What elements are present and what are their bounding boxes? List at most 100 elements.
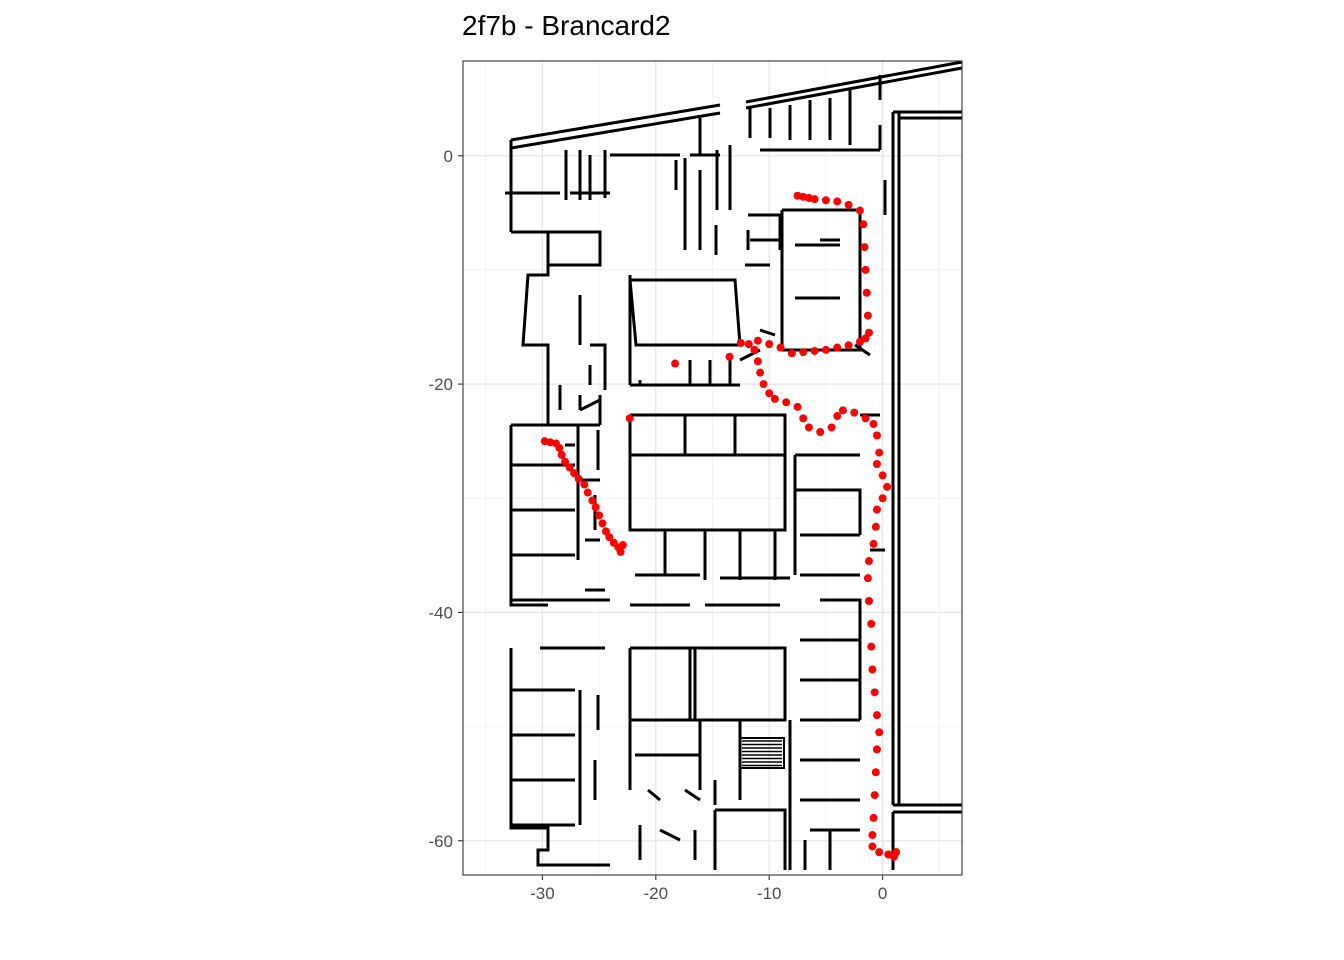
data-point (844, 200, 853, 209)
data-point (863, 574, 872, 583)
data-point (872, 745, 881, 754)
data-point (833, 197, 842, 206)
wall-segment (746, 213, 782, 250)
wall-segment (509, 103, 721, 232)
data-point (883, 482, 892, 491)
wall-segment (647, 780, 717, 805)
wall-segment (511, 778, 575, 827)
data-point (588, 496, 597, 505)
wall-segment (511, 553, 610, 602)
data-point (725, 352, 734, 361)
data-point (799, 414, 808, 423)
wall-segment (610, 118, 720, 157)
data-point (799, 348, 808, 357)
chart-title: 2f7b - Brancard2 (462, 10, 671, 41)
data-point (878, 471, 887, 480)
data-point (821, 196, 830, 205)
wall-segment (760, 90, 880, 152)
wall-segment (585, 538, 605, 592)
data-point (838, 406, 847, 415)
x-tick-label: -20 (644, 884, 669, 903)
data-point (867, 619, 876, 628)
data-point (574, 474, 583, 483)
data-point (565, 463, 574, 472)
data-point (870, 688, 879, 697)
data-point (810, 346, 819, 355)
wall-segment (800, 598, 862, 720)
data-point (869, 539, 878, 548)
data-point (870, 791, 879, 800)
data-point (871, 522, 880, 531)
data-point (861, 414, 870, 423)
data-point (765, 389, 774, 398)
wall-segment (800, 533, 860, 577)
data-point (871, 768, 880, 777)
data-point (736, 338, 745, 347)
wall-segment (663, 530, 777, 580)
data-point (863, 311, 872, 320)
data-point (855, 337, 864, 346)
wall-segment (630, 360, 740, 387)
data-point (787, 349, 796, 358)
wall-segment (820, 238, 880, 417)
data-point (869, 813, 878, 822)
data-point (892, 848, 901, 857)
plot-panel-border (462, 60, 963, 876)
wall-segment (628, 413, 787, 532)
data-point (872, 711, 881, 720)
data-point (861, 265, 870, 274)
data-points (540, 191, 901, 861)
major-gridlines (463, 61, 962, 875)
data-point (869, 420, 878, 429)
data-point (580, 480, 589, 489)
data-point (753, 357, 762, 366)
data-point (810, 195, 819, 204)
wall-segment (630, 415, 785, 457)
wall-segment (565, 398, 601, 482)
wall-segment (628, 646, 787, 722)
data-point (583, 488, 592, 497)
data-point (816, 428, 825, 437)
data-point (875, 848, 884, 857)
wall-segment (509, 690, 610, 867)
data-point (855, 206, 864, 215)
data-point (850, 408, 859, 417)
data-point (591, 503, 600, 512)
wall-segment (674, 158, 702, 250)
data-point (865, 557, 874, 566)
wall-segment (638, 380, 885, 552)
data-point (833, 343, 842, 352)
wall-segment (688, 648, 697, 720)
wall-segment (793, 453, 862, 575)
y-tick-label: -20 (428, 375, 453, 394)
wall-segment (635, 573, 790, 580)
data-point (872, 505, 881, 514)
data-point (750, 345, 759, 354)
wall-segment (713, 808, 787, 870)
data-point (867, 642, 876, 651)
data-point (804, 423, 813, 432)
data-point (753, 336, 762, 345)
data-point (844, 341, 853, 350)
data-point (595, 511, 604, 520)
data-point (782, 398, 791, 407)
data-point (776, 343, 785, 352)
data-point (770, 394, 779, 403)
wall-segment (548, 230, 602, 267)
wall-segment (564, 150, 607, 200)
x-tick-label: -10 (757, 884, 782, 903)
data-point (759, 380, 768, 389)
wall-segment (878, 75, 887, 215)
wall-segment (714, 145, 732, 255)
data-point (860, 243, 869, 252)
data-point (557, 450, 566, 459)
wall-segment (803, 828, 860, 870)
wall-segment (748, 100, 812, 140)
wall-segment (745, 238, 780, 267)
data-point (875, 448, 884, 457)
data-point (827, 423, 836, 432)
data-point (875, 728, 884, 737)
floor-plan-walls (505, 60, 963, 870)
y-tick-label: 0 (444, 147, 453, 166)
wall-segment (891, 110, 962, 805)
